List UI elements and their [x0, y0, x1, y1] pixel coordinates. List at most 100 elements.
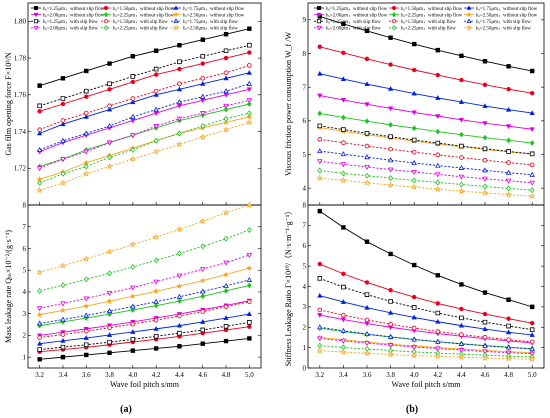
series-line [39, 65, 250, 131]
data-point [37, 357, 42, 362]
data-point [458, 117, 464, 123]
series-line [319, 210, 533, 308]
legend-entry: hₐ=1.25μm，without slip flow [43, 7, 105, 12]
data-point [177, 43, 182, 48]
data-point [199, 217, 207, 225]
data-point [129, 241, 137, 248]
data-point [59, 262, 67, 269]
data-point [37, 109, 42, 114]
data-point [435, 140, 441, 146]
legend-entry: hₐ=1.25μm，with slip flow [43, 20, 98, 25]
data-point [246, 252, 253, 259]
data-point [340, 348, 347, 355]
y-tick-label: 4 [303, 283, 307, 291]
legend-entry: hₐ=2.25μm，with slip flow [113, 27, 168, 32]
data-point [411, 125, 417, 132]
data-point [435, 301, 441, 306]
data-point [177, 59, 182, 65]
data-point [317, 93, 323, 99]
x-tick-label: 3.4 [59, 371, 68, 379]
data-point [222, 209, 230, 216]
series-line [39, 99, 250, 169]
data-point [37, 103, 42, 109]
data-point [60, 137, 66, 143]
data-point [223, 287, 229, 294]
data-point [200, 293, 206, 300]
data-point [83, 342, 89, 348]
data-point [341, 21, 346, 27]
data-point [60, 282, 66, 289]
legend-marker [465, 24, 473, 31]
data-point [388, 321, 393, 327]
data-point [106, 106, 113, 112]
legend-entry: hₐ=2.00μm，without slip flow [43, 13, 105, 18]
y-tick-label: 0 [303, 364, 307, 372]
data-point [130, 96, 136, 101]
series-line [319, 338, 533, 355]
data-point [60, 118, 66, 123]
data-point [246, 98, 253, 104]
y-axis-label: Mass leakage rate Qₘ×10⁻²/(g·s⁻¹) [4, 230, 13, 343]
data-point [60, 121, 66, 127]
data-point [37, 83, 42, 88]
y-tick-label: 5 [303, 151, 307, 159]
data-point [153, 66, 159, 72]
data-point [199, 277, 206, 284]
data-point [411, 336, 417, 342]
data-point [106, 308, 113, 314]
data-point [411, 90, 417, 96]
x-tick-label: 3.6 [363, 371, 372, 379]
data-point [130, 337, 136, 342]
data-point [506, 337, 511, 342]
data-point [107, 350, 112, 355]
x-tick-label: 3.8 [105, 371, 114, 379]
data-point [411, 177, 417, 184]
y-tick-label: 1 [23, 353, 27, 361]
x-tick-label: 4.8 [504, 371, 513, 379]
data-point [223, 55, 229, 61]
data-point [530, 304, 535, 310]
data-point [529, 320, 535, 326]
data-point [434, 185, 442, 192]
legend-marker [33, 25, 39, 31]
data-point [200, 53, 206, 59]
data-point [387, 157, 394, 163]
legend-entry: hₐ=1.50μm，without slip flow [113, 7, 175, 12]
data-point [106, 291, 113, 297]
legend-marker [103, 25, 109, 31]
data-point [153, 124, 159, 130]
legend-marker [317, 6, 321, 10]
data-point [506, 106, 512, 112]
data-point [317, 123, 323, 129]
data-point [176, 140, 183, 148]
data-point [411, 325, 417, 331]
series-line [39, 337, 250, 360]
data-point [341, 271, 346, 277]
data-point [505, 350, 512, 356]
legend-entry: hₐ=1.25μm，without slip flow [326, 7, 388, 12]
data-point [130, 263, 136, 270]
data-point [130, 133, 136, 139]
data-point [37, 335, 42, 340]
data-point [247, 101, 252, 107]
data-point [410, 352, 418, 359]
data-point [363, 349, 371, 357]
data-point [130, 99, 136, 105]
data-point [107, 339, 112, 345]
data-point [84, 352, 89, 358]
series-line [39, 301, 250, 339]
data-point [316, 174, 324, 181]
data-point [60, 101, 66, 107]
data-point [506, 86, 511, 92]
data-point [200, 80, 206, 86]
data-point [410, 183, 418, 190]
data-point [505, 355, 512, 362]
data-point [317, 276, 323, 281]
data-point [506, 124, 512, 130]
series-line [319, 16, 533, 72]
data-point [481, 354, 489, 361]
x-tick-label: 4.6 [198, 371, 207, 379]
series-line [39, 44, 250, 107]
data-point [387, 351, 394, 358]
series-line [319, 336, 533, 354]
